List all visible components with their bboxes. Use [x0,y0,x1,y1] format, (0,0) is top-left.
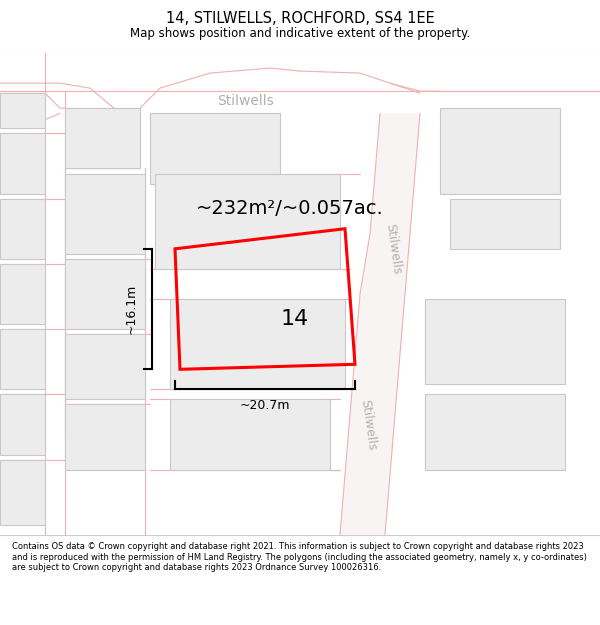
Polygon shape [65,404,145,470]
Polygon shape [0,133,45,194]
Polygon shape [65,259,145,329]
Polygon shape [65,174,145,254]
Polygon shape [0,394,45,454]
Polygon shape [0,199,45,259]
Polygon shape [170,399,330,470]
Polygon shape [0,329,45,389]
Polygon shape [150,113,280,184]
Text: ~20.7m: ~20.7m [240,399,290,412]
Polygon shape [170,299,345,389]
Text: Contains OS data © Crown copyright and database right 2021. This information is : Contains OS data © Crown copyright and d… [12,542,587,572]
Text: ~16.1m: ~16.1m [125,284,138,334]
Polygon shape [155,174,340,269]
Polygon shape [425,394,565,470]
Polygon shape [0,264,45,324]
Text: Stilwells: Stilwells [358,398,378,451]
Polygon shape [440,108,560,194]
Polygon shape [340,113,420,535]
Polygon shape [65,334,145,399]
Text: Stilwells: Stilwells [217,94,274,108]
Text: 14: 14 [281,309,309,329]
Polygon shape [0,93,45,128]
Polygon shape [0,460,45,525]
Text: 14, STILWELLS, ROCHFORD, SS4 1EE: 14, STILWELLS, ROCHFORD, SS4 1EE [166,11,434,26]
Text: ~232m²/~0.057ac.: ~232m²/~0.057ac. [196,199,384,218]
Polygon shape [425,299,565,384]
Polygon shape [450,199,560,249]
Text: Map shows position and indicative extent of the property.: Map shows position and indicative extent… [130,27,470,40]
Polygon shape [65,108,140,169]
Text: Stilwells: Stilwells [383,222,403,275]
